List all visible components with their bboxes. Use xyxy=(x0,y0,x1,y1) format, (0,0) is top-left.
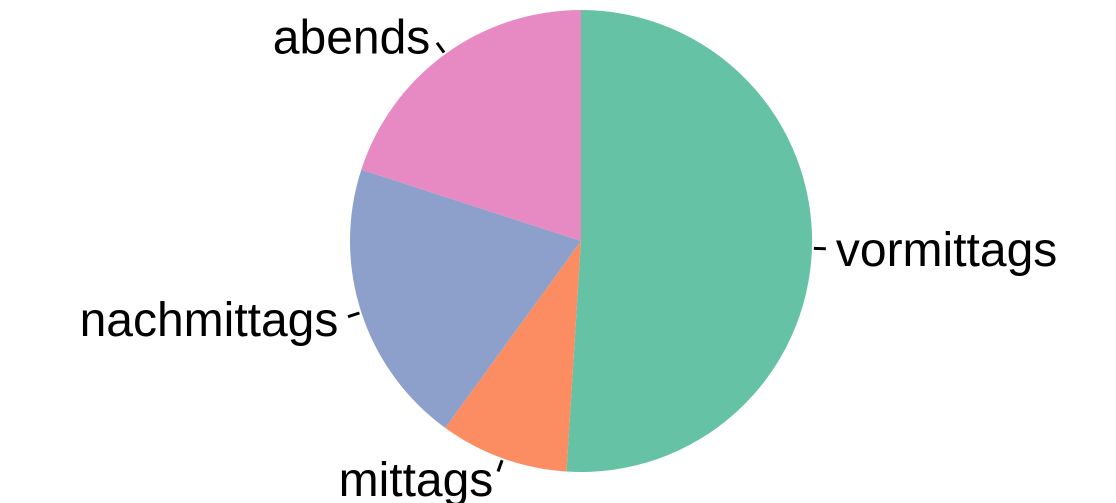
pie-slices xyxy=(350,9,813,473)
slice-label-abends: abends xyxy=(273,11,430,64)
slice-label-mittags: mittags xyxy=(339,454,494,503)
leader-line-abends xyxy=(435,41,446,54)
leader-line-nachmittags xyxy=(347,311,360,319)
pie-slice-vormittags xyxy=(566,9,813,473)
leader-line-mittags xyxy=(496,459,504,473)
pie-slice-nachmittags xyxy=(350,169,581,428)
slice-label-nachmittags: nachmittags xyxy=(80,294,339,347)
pie-slice-abends xyxy=(361,10,581,241)
slice-labels: vormittags mittags nachmittags abends xyxy=(80,11,1058,503)
pie-slice-mittags xyxy=(445,241,581,472)
leader-lines xyxy=(347,41,826,473)
slice-label-vormittags: vormittags xyxy=(836,224,1057,277)
